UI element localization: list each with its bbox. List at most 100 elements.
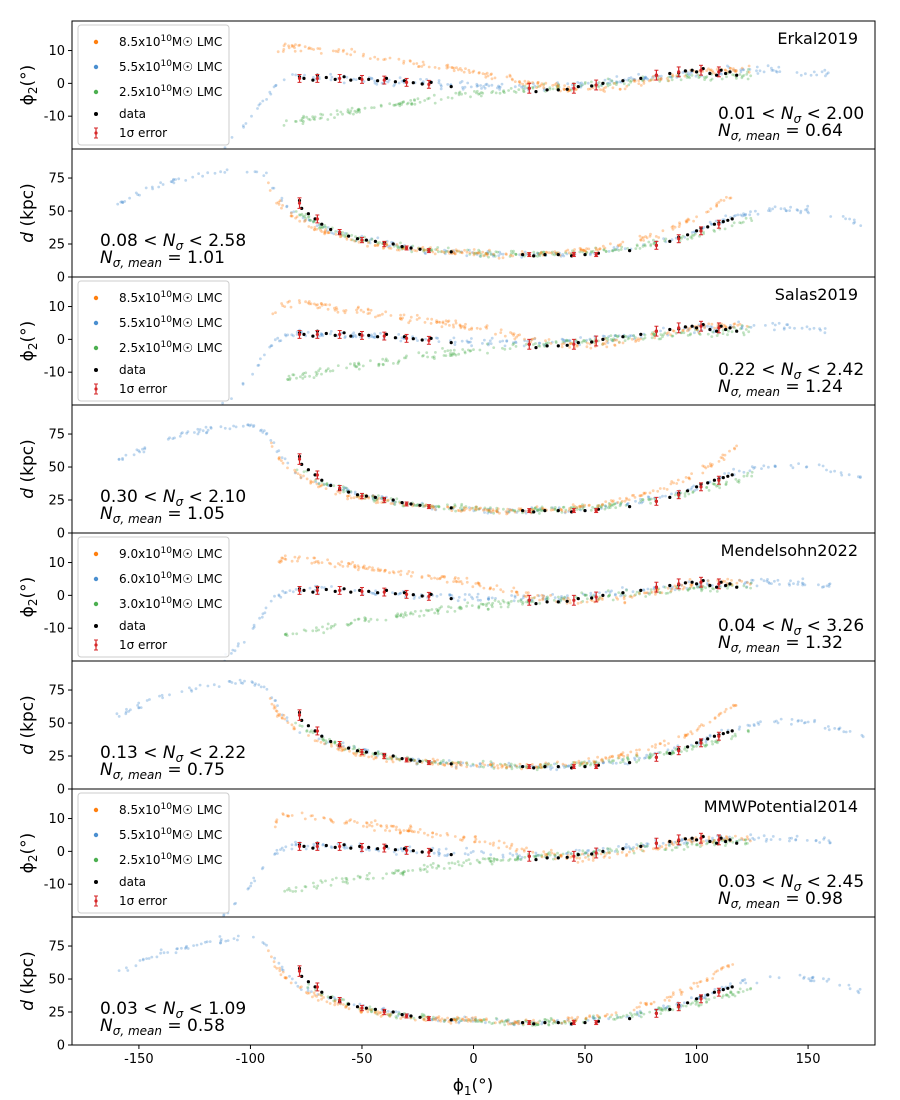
- model-particle-medium: [117, 457, 121, 461]
- model-particle-heavy: [640, 493, 644, 497]
- model-particle-light: [294, 210, 298, 213]
- model-particle-medium: [744, 212, 748, 216]
- model-particle-medium: [264, 432, 268, 436]
- model-particle-light: [459, 506, 462, 510]
- model-particle-medium: [620, 758, 624, 762]
- model-particle-heavy: [560, 854, 563, 858]
- model-particle-medium: [744, 581, 747, 584]
- model-particle-heavy: [652, 847, 655, 851]
- model-particle-medium: [787, 582, 791, 586]
- model-particle-medium: [262, 174, 266, 178]
- model-particle-heavy: [725, 836, 729, 839]
- model-particle-medium: [450, 594, 454, 597]
- model-particle-medium: [631, 77, 635, 81]
- model-particle-light: [731, 840, 735, 844]
- model-particle-heavy: [493, 765, 496, 769]
- model-particle-light: [713, 483, 717, 486]
- model-particle-medium: [795, 71, 799, 74]
- model-particle-medium: [762, 464, 766, 468]
- model-particle-light: [745, 474, 749, 478]
- model-particle-heavy: [683, 733, 687, 737]
- model-particle-medium: [299, 988, 303, 991]
- model-particle-heavy: [413, 830, 416, 834]
- model-particle-light: [658, 79, 662, 83]
- model-particle-heavy: [366, 312, 370, 315]
- model-particle-light: [742, 333, 746, 337]
- model-particle-medium: [291, 73, 294, 76]
- data-point: [429, 848, 433, 853]
- legend-label: 2.5x1010M☉ LMC: [119, 84, 222, 99]
- model-particle-light: [623, 339, 627, 342]
- model-particle-heavy: [518, 80, 521, 83]
- model-particle-heavy: [715, 68, 719, 71]
- model-particle-heavy: [545, 250, 548, 254]
- model-particle-light: [741, 220, 745, 224]
- model-particle-light: [700, 589, 703, 593]
- model-particle-light: [492, 346, 496, 349]
- legend-marker-1: [93, 64, 99, 70]
- data-point: [686, 489, 690, 493]
- model-particle-light: [749, 586, 752, 590]
- model-particle-medium: [762, 70, 766, 74]
- model-particle-light: [398, 758, 402, 762]
- model-particle-light: [352, 112, 355, 116]
- legend-marker-0: [93, 295, 99, 301]
- model-particle-medium: [222, 913, 226, 916]
- data-point: [364, 494, 368, 498]
- model-particle-light: [324, 879, 327, 883]
- model-particle-heavy: [350, 47, 354, 51]
- model-particle-medium: [684, 840, 688, 844]
- model-particle-medium: [247, 423, 250, 427]
- model-particle-heavy: [475, 763, 478, 767]
- model-particle-light: [422, 1017, 426, 1021]
- model-particle-heavy: [652, 78, 655, 82]
- model-particle-medium: [437, 79, 441, 82]
- model-particle-light: [430, 248, 434, 252]
- model-particle-light: [399, 241, 402, 245]
- model-particle-heavy: [634, 338, 638, 342]
- model-particle-heavy: [540, 766, 543, 770]
- model-particle-light: [313, 115, 317, 119]
- model-particle-medium: [115, 712, 119, 716]
- model-particle-medium: [702, 226, 706, 229]
- model-particle-light: [553, 853, 557, 857]
- model-particle-light: [304, 629, 308, 633]
- model-particle-medium: [282, 848, 286, 852]
- model-particle-light: [501, 858, 505, 862]
- model-particle-light: [329, 883, 333, 887]
- model-particle-light: [364, 617, 368, 620]
- model-particle-light: [404, 356, 408, 360]
- model-particle-medium: [236, 644, 240, 648]
- model-particle-medium: [283, 591, 287, 595]
- model-particle-medium: [508, 852, 512, 855]
- error-bar: [404, 333, 409, 343]
- model-particle-light: [692, 745, 696, 749]
- model-particle-medium: [478, 765, 481, 769]
- model-particle-medium: [645, 845, 649, 848]
- model-particle-light: [377, 362, 381, 366]
- model-particle-heavy: [399, 316, 402, 320]
- model-particle-light: [684, 1004, 688, 1008]
- model-particle-light: [492, 857, 496, 860]
- model-particle-heavy: [389, 247, 393, 250]
- model-particle-heavy: [470, 327, 473, 331]
- model-particle-heavy: [454, 576, 457, 579]
- data-point: [391, 754, 395, 758]
- model-particle-light: [658, 751, 662, 754]
- model-particle-medium: [379, 331, 382, 335]
- model-particle-medium: [512, 1023, 515, 1026]
- model-particle-light: [322, 483, 326, 487]
- error-bar: [297, 709, 302, 721]
- model-particle-heavy: [609, 242, 612, 246]
- model-particle-heavy: [602, 87, 606, 90]
- model-particle-heavy: [347, 561, 350, 565]
- model-particle-heavy: [687, 476, 691, 480]
- model-particle-medium: [774, 465, 777, 468]
- model-particle-medium: [828, 841, 832, 845]
- model-particle-heavy: [729, 66, 732, 70]
- model-particle-heavy: [740, 66, 744, 70]
- model-particle-light: [395, 497, 399, 501]
- model-particle-medium: [749, 581, 753, 585]
- model-particle-medium: [294, 588, 298, 591]
- model-particle-light: [607, 759, 611, 762]
